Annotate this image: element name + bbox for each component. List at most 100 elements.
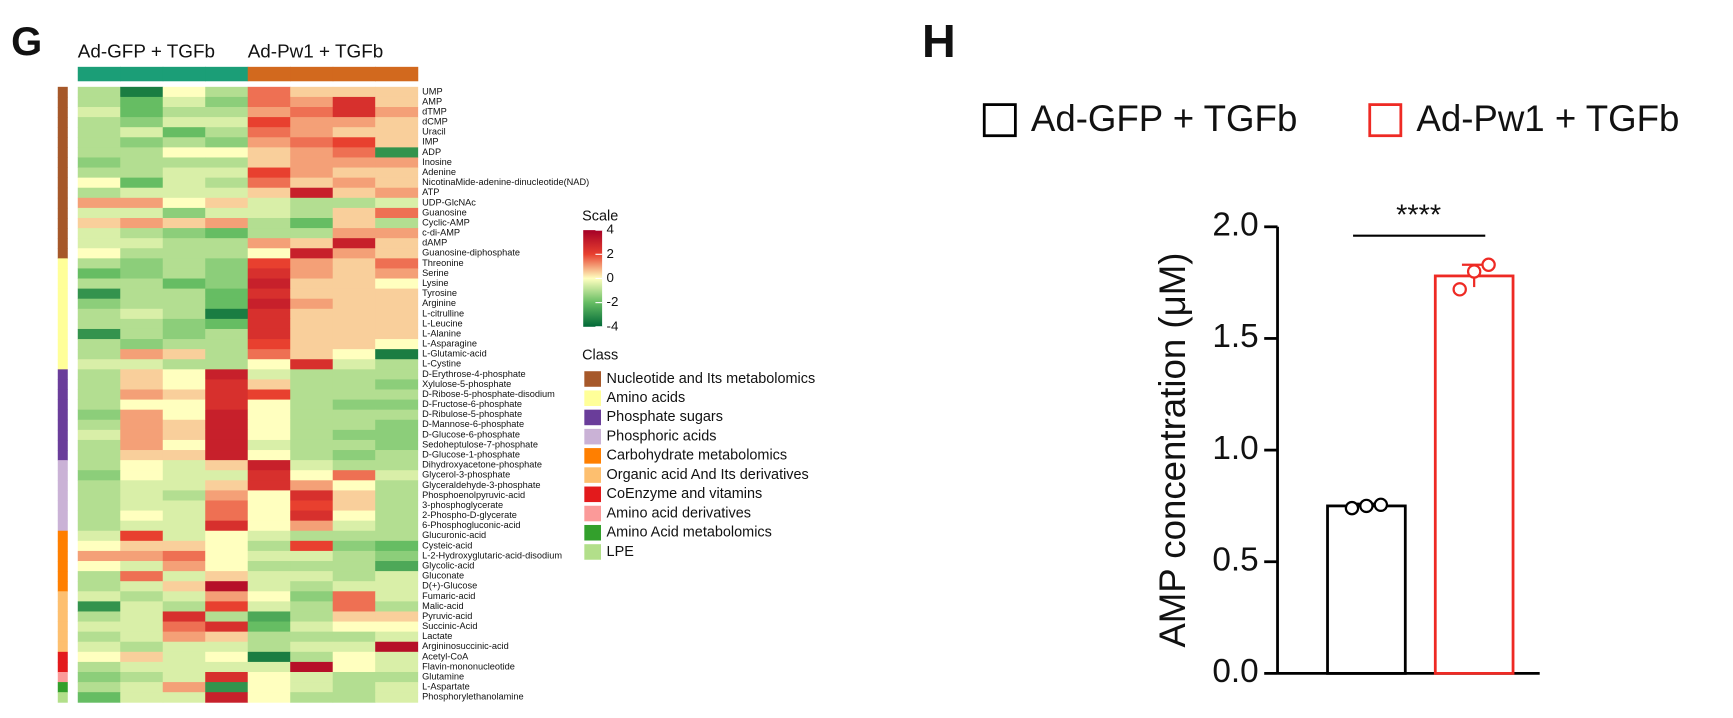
heatmap-cell — [247, 399, 291, 411]
heatmap-cell — [205, 591, 249, 602]
heatmap-cell — [290, 651, 334, 663]
heatmap-cell — [77, 339, 121, 350]
row-label: L-citrulline — [422, 308, 464, 318]
heatmap-cell — [332, 571, 376, 582]
class-bar — [57, 520, 68, 532]
heatmap-cell — [290, 641, 334, 653]
heatmap-cell — [332, 439, 376, 451]
heatmap-cell — [120, 328, 164, 340]
heatmap-cell — [290, 389, 334, 401]
row-label: 3-phosphoglycerate — [422, 500, 503, 510]
heatmap-cell — [205, 86, 249, 98]
row-label: L-Cystine — [422, 359, 461, 369]
heatmap-cell — [120, 550, 164, 562]
heatmap-cell — [332, 137, 376, 148]
row-label: D-Erythrose-4-phosphate — [422, 369, 526, 379]
heatmap-cell — [205, 540, 249, 552]
heatmap-cell — [332, 651, 376, 663]
heatmap-cell — [375, 399, 419, 411]
heatmap-cell — [205, 510, 249, 522]
heatmap-cell — [247, 328, 291, 340]
heatmap-cell — [205, 187, 249, 199]
heatmap-cell — [77, 117, 121, 128]
heatmap-cell — [120, 641, 164, 653]
bar — [1433, 274, 1515, 675]
heatmap-cell — [205, 490, 249, 501]
heatmap-cell — [205, 137, 249, 148]
heatmap-cell — [162, 641, 206, 653]
heatmap-cell — [247, 318, 291, 330]
heatmap-cell — [205, 288, 249, 300]
heatmap-cell — [247, 500, 291, 512]
heatmap-cell — [290, 197, 334, 209]
heatmap-cell — [332, 268, 376, 279]
heatmap-cell — [120, 500, 164, 512]
heatmap-cell — [247, 258, 291, 269]
heatmap-cell — [205, 530, 249, 542]
row-label: Guanosine — [422, 207, 467, 217]
row-label: Argininosuccinic-acid — [422, 641, 509, 651]
heatmap-cell — [205, 379, 249, 390]
heatmap-cell — [332, 550, 376, 562]
heatmap-cell — [375, 419, 419, 431]
heatmap-cell — [332, 429, 376, 441]
row-label: Uracil — [422, 127, 446, 137]
heatmap-cell — [77, 217, 121, 229]
heatmap-cell — [120, 671, 164, 683]
row-label: dTMP — [422, 106, 447, 116]
scale-tick-label: -4 — [607, 318, 619, 333]
heatmap-cell — [120, 581, 164, 592]
heatmap-cell — [290, 349, 334, 360]
heatmap-cell — [290, 429, 334, 441]
heatmap-cell — [77, 228, 121, 239]
heatmap-cell — [120, 86, 164, 98]
heatmap-cell — [290, 692, 334, 703]
heatmap-cell — [205, 520, 249, 532]
heatmap-cell — [290, 339, 334, 350]
class-bar — [57, 349, 68, 360]
heatmap-cell — [205, 318, 249, 330]
row-label: Fumaric-acid — [422, 591, 475, 601]
heatmap-cell — [375, 460, 419, 471]
heatmap-cell — [247, 157, 291, 168]
heatmap-cell — [375, 197, 419, 209]
data-point — [1452, 282, 1467, 297]
heatmap-cell — [332, 187, 376, 199]
heatmap-cell — [162, 147, 206, 158]
heatmap-cell — [332, 500, 376, 512]
heatmap-cell — [120, 439, 164, 451]
heatmap-cell — [205, 419, 249, 431]
heatmap-cell — [247, 147, 291, 158]
heatmap-cell — [375, 651, 419, 663]
class-bar — [57, 117, 68, 128]
class-bar — [57, 561, 68, 572]
heatmap-cell — [205, 197, 249, 209]
class-bar — [57, 571, 68, 582]
heatmap-cell — [205, 692, 249, 703]
heatmap-cell — [332, 228, 376, 239]
heatmap-cell — [247, 661, 291, 673]
heatmap-cell — [247, 127, 291, 138]
class-bar — [57, 228, 68, 239]
row-label: Guanosine-diphosphate — [422, 248, 520, 258]
heatmap-cell — [290, 439, 334, 451]
row-label: Phosphorylethanolamine — [422, 692, 523, 702]
class-bar — [57, 409, 68, 421]
scale-tick-label: -2 — [607, 294, 619, 309]
heatmap-cell — [77, 571, 121, 582]
heatmap-cell — [120, 147, 164, 158]
class-bar — [57, 651, 68, 663]
heatmap-cell — [247, 288, 291, 300]
class-bar — [57, 399, 68, 411]
legend-swatch — [584, 448, 601, 464]
heatmap-cell — [120, 429, 164, 441]
heatmap-cell — [375, 561, 419, 572]
heatmap-cell — [205, 611, 249, 622]
heatmap-cell — [120, 127, 164, 138]
legend-swatch — [584, 390, 601, 406]
heatmap-cell — [290, 177, 334, 189]
legend-swatch — [584, 467, 601, 483]
heatmap-cell — [77, 490, 121, 501]
legend-label: Carbohydrate metabolomics — [607, 448, 788, 464]
